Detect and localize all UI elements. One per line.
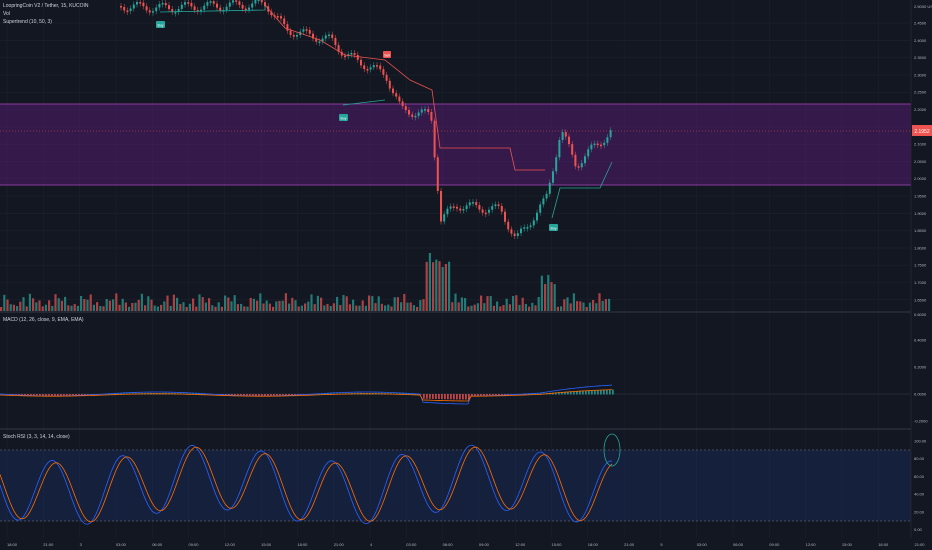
time-tick-label: 3: [80, 542, 83, 547]
supertrend-legend[interactable]: Supertrend (10, 50, 3): [3, 19, 52, 25]
axis-tick-label: 2.2000: [914, 107, 927, 112]
time-tick-label: 21:00: [915, 542, 926, 547]
axis-tick-label: 2.1000: [914, 142, 927, 147]
time-tick-label: 21:00: [624, 542, 635, 547]
time-tick-label: 18:00: [297, 542, 308, 547]
time-tick-label: 18:00: [878, 542, 889, 547]
axis-tick-label: 0.00: [914, 527, 923, 532]
macd-legend[interactable]: MACD (12, 26, close, 9, EMA, EMA): [3, 317, 84, 323]
time-tick-label: 21:00: [334, 542, 345, 547]
axis-tick-label: 2.0000: [914, 176, 927, 181]
axis-tick-label: 1.8000: [914, 245, 927, 250]
svg-text:Sell: Sell: [384, 54, 390, 58]
time-tick-label: 06:00: [733, 542, 744, 547]
time-tick-label: 5: [660, 542, 663, 547]
axis-tick-label: 2.4500: [914, 21, 927, 26]
volume-bars: [0, 253, 611, 311]
svg-text:Buy: Buy: [157, 24, 163, 28]
current-price-badge: [912, 125, 932, 136]
time-tick-label: 18:00: [7, 542, 18, 547]
svg-text:Buy: Buy: [550, 227, 556, 231]
time-tick-label: 09:00: [479, 542, 490, 547]
time-tick-label: 12:00: [225, 542, 236, 547]
axis-tick-label: 2.5000 USDT: [914, 4, 932, 9]
axis-tick-label: 2.3500: [914, 55, 927, 60]
annotation-circle: [603, 433, 621, 467]
time-tick-label: 15:00: [842, 542, 853, 547]
axis-tick-label: 1.7500: [914, 263, 927, 268]
buy-signal-1: Buy: [156, 21, 165, 28]
symbol-legend[interactable]: LoopringCoin V2 / Tether, 15, KUCOIN: [3, 3, 89, 9]
current-price-text: 2.1952: [914, 129, 930, 135]
stoch-band: [0, 450, 911, 521]
time-axis[interactable]: [0, 538, 932, 550]
axis-tick-label: -0.2000: [914, 419, 928, 424]
time-tick-label: 09:00: [189, 542, 200, 547]
axis-tick-label: 0.2000: [914, 365, 927, 370]
time-tick-label: 06:00: [152, 542, 163, 547]
axis-tick-label: 80.00: [914, 456, 925, 461]
time-tick-label: 4: [370, 542, 373, 547]
sell-signal: Sell: [383, 51, 391, 58]
axis-tick-label: 1.9000: [914, 211, 927, 216]
time-tick-label: 09:00: [769, 542, 780, 547]
buy-signal-3: Buy: [549, 224, 558, 231]
axis-tick-label: 1.9500: [914, 194, 927, 199]
time-tick-label: 15:00: [552, 542, 563, 547]
axis-tick-label: 2.0500: [914, 159, 927, 164]
axis-tick-label: 1.6500: [914, 297, 927, 302]
axis-tick-label: 1.7000: [914, 280, 927, 285]
axis-tick-label: 20.00: [914, 509, 925, 514]
time-tick-label: 03:00: [116, 542, 127, 547]
time-tick-label: 18:00: [588, 542, 599, 547]
axis-tick-label: 40.00: [914, 492, 925, 497]
price-pane[interactable]: [0, 0, 915, 538]
stoch-legend[interactable]: Stoch RSI (3, 3, 14, 14, close): [3, 434, 70, 440]
time-labels: 18:00 21:00 3 03:00 06:00 09:00 12:00 15:00 18:0…: [7, 542, 925, 547]
axis-tick-label: 0.4000: [914, 338, 927, 343]
time-tick-label: 12:00: [806, 542, 817, 547]
macd-pane[interactable]: [0, 384, 911, 405]
svg-text:Buy: Buy: [340, 117, 346, 121]
axis-tick-label: 2.2500: [914, 90, 927, 95]
supertrend-line: [159, 4, 613, 219]
axis-tick-label: 60.00: [914, 474, 925, 479]
time-tick-label: 12:00: [515, 542, 526, 547]
time-tick-label: 21:00: [43, 542, 54, 547]
time-tick-label: 15:00: [261, 542, 272, 547]
time-tick-label: 03:00: [697, 542, 708, 547]
stoch-pane[interactable]: [0, 444, 613, 525]
axis-tick-label: 0.6000: [914, 312, 927, 317]
axis-tick-label: 2.4000: [914, 38, 927, 43]
axis-tick-label: 2.3000: [914, 72, 927, 77]
time-tick-label: 03:00: [406, 542, 417, 547]
axis-tick-label: 0.0000: [914, 392, 927, 397]
time-tick-label: 06:00: [443, 542, 454, 547]
axis-tick-label: 100.00: [914, 439, 927, 444]
axis-tick-label: 1.8500: [914, 228, 927, 233]
purple-zone: [0, 104, 911, 185]
volume-legend[interactable]: Vol: [3, 11, 10, 17]
buy-signal-2: Buy: [339, 114, 348, 121]
